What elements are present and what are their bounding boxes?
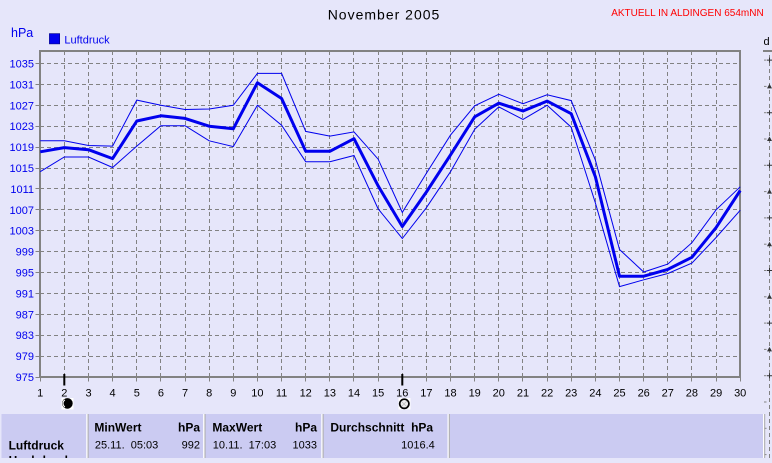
svg-text:13: 13 — [324, 388, 336, 400]
svg-text:20: 20 — [493, 388, 505, 400]
svg-text:10: 10 — [251, 388, 263, 400]
svg-text:10.11. 17:03: 10.11. 17:03 — [213, 439, 276, 451]
svg-text:999: 999 — [16, 247, 34, 259]
svg-text:975: 975 — [16, 372, 34, 384]
svg-text:1003: 1003 — [10, 226, 34, 238]
svg-text:23: 23 — [565, 388, 577, 400]
svg-text:21: 21 — [517, 388, 529, 400]
svg-text:30: 30 — [734, 388, 746, 400]
svg-text:11: 11 — [276, 388, 287, 400]
svg-text:14: 14 — [348, 388, 360, 400]
svg-text:4: 4 — [110, 388, 116, 400]
svg-text:1011: 1011 — [10, 184, 34, 196]
svg-text:2: 2 — [61, 388, 67, 400]
svg-text:AKTUELL IN ALDINGEN 654mNN: AKTUELL IN ALDINGEN 654mNN — [611, 8, 763, 19]
svg-text:995: 995 — [16, 268, 34, 280]
svg-text:1007: 1007 — [10, 205, 34, 217]
svg-text:22: 22 — [541, 388, 553, 400]
svg-text:27: 27 — [662, 388, 674, 400]
svg-text:18: 18 — [444, 388, 456, 400]
svg-text:hPa: hPa — [11, 26, 33, 40]
svg-text:25: 25 — [613, 388, 625, 400]
svg-text:6: 6 — [158, 388, 164, 400]
svg-text:Luftdruck: Luftdruck — [64, 35, 110, 47]
svg-text:1033: 1033 — [293, 439, 317, 451]
svg-text:8: 8 — [206, 388, 212, 400]
svg-text:3: 3 — [85, 388, 91, 400]
svg-text:28: 28 — [686, 388, 698, 400]
svg-text:Hochdruck: Hochdruck — [9, 454, 72, 459]
svg-text:19: 19 — [469, 388, 481, 400]
svg-text:Durchschnitt hPa: Durchschnitt hPa — [330, 421, 433, 435]
svg-text:November 2005: November 2005 — [328, 6, 441, 22]
svg-text:1027: 1027 — [10, 100, 34, 112]
svg-text:17: 17 — [420, 388, 432, 400]
svg-text:979: 979 — [16, 351, 34, 363]
svg-text:987: 987 — [16, 309, 34, 321]
svg-text:24: 24 — [589, 388, 601, 400]
svg-text:1023: 1023 — [10, 121, 34, 133]
svg-text:29: 29 — [710, 388, 722, 400]
svg-text:5: 5 — [134, 388, 140, 400]
svg-text:hPa: hPa — [295, 421, 317, 435]
svg-text:MinWert: MinWert — [94, 421, 141, 435]
svg-text:7: 7 — [182, 388, 188, 400]
svg-text:992: 992 — [182, 439, 200, 451]
svg-text:26: 26 — [638, 388, 650, 400]
svg-text:1031: 1031 — [10, 79, 34, 91]
svg-text:1: 1 — [37, 388, 43, 400]
svg-text:1035: 1035 — [10, 59, 34, 71]
svg-text:12: 12 — [300, 388, 312, 400]
svg-text:15: 15 — [372, 388, 384, 400]
svg-text:9: 9 — [230, 388, 236, 400]
svg-text:1015: 1015 — [10, 163, 34, 175]
svg-text:1016.4: 1016.4 — [401, 439, 435, 451]
svg-text:1019: 1019 — [10, 142, 34, 154]
svg-text:Luftdruck: Luftdruck — [9, 438, 65, 452]
svg-text:25.11. 05:03: 25.11. 05:03 — [95, 439, 158, 451]
svg-text:MaxWert: MaxWert — [212, 421, 262, 435]
svg-text:hPa: hPa — [178, 421, 200, 435]
svg-text:16: 16 — [396, 388, 408, 400]
svg-text:991: 991 — [16, 288, 34, 300]
svg-text:983: 983 — [16, 330, 34, 342]
svg-text:d: d — [764, 36, 770, 48]
